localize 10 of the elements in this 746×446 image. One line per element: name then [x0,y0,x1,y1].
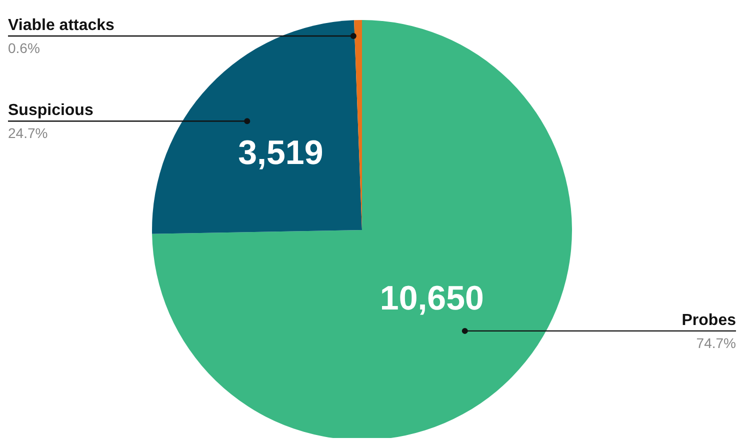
text: 24.7% [8,125,48,142]
slice-label: Probes [682,312,736,329]
pie-slice [152,20,362,234]
data-label: 10,650 [380,280,484,318]
text: 74.7% [696,334,736,351]
text: 0.6% [8,40,40,56]
data-label: 3,519 [238,134,324,172]
pie-slice [152,20,572,438]
slice-label: Suspicious [8,102,94,120]
slice-label: Viable attacks [8,17,115,34]
